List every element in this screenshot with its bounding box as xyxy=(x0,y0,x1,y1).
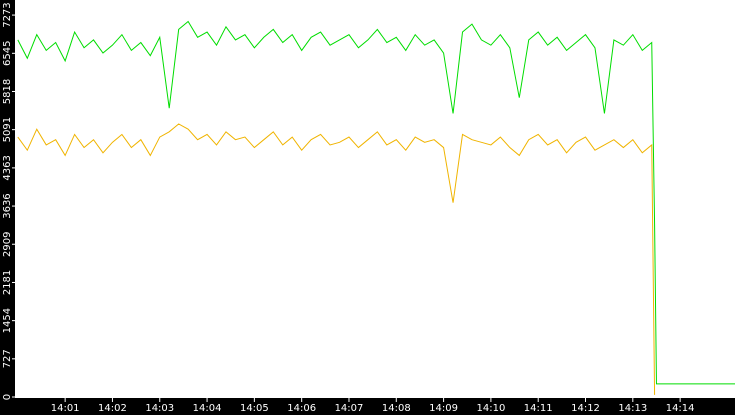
x-axis-band xyxy=(0,398,735,415)
x-tick-label: 14:01 xyxy=(51,403,80,414)
y-tick-label: 2909 xyxy=(2,232,13,257)
y-tick-label: 2181 xyxy=(2,270,13,295)
y-tick-label: 1454 xyxy=(2,308,13,333)
x-tick-label: 14:11 xyxy=(524,403,553,414)
y-tick-label: 3636 xyxy=(2,193,13,218)
x-tick-label: 14:13 xyxy=(618,403,647,414)
y-tick-label: 7273 xyxy=(2,2,13,27)
series-line xyxy=(17,20,735,385)
y-tick-label: 5818 xyxy=(2,79,13,104)
y-tick-label: 4363 xyxy=(2,155,13,180)
y-tick-label: 727 xyxy=(2,349,13,368)
x-tick-label: 14:08 xyxy=(382,403,411,414)
series-line xyxy=(17,123,656,395)
x-tick-label: 14:02 xyxy=(98,403,127,414)
x-tick-label: 14:04 xyxy=(193,403,222,414)
x-tick-label: 14:05 xyxy=(240,403,269,414)
y-tick-label: 0 xyxy=(2,394,13,400)
x-tick-label: 14:06 xyxy=(287,403,316,414)
y-tick-label: 6545 xyxy=(2,41,13,66)
x-tick-label: 14:09 xyxy=(429,403,458,414)
x-tick-label: 14:07 xyxy=(335,403,364,414)
x-tick-label: 14:12 xyxy=(571,403,600,414)
x-tick-label: 14:10 xyxy=(476,403,505,414)
x-tick-label: 14:14 xyxy=(666,403,695,414)
y-axis-band xyxy=(0,0,15,415)
y-tick-label: 5091 xyxy=(2,117,13,142)
x-tick-label: 14:03 xyxy=(145,403,174,414)
